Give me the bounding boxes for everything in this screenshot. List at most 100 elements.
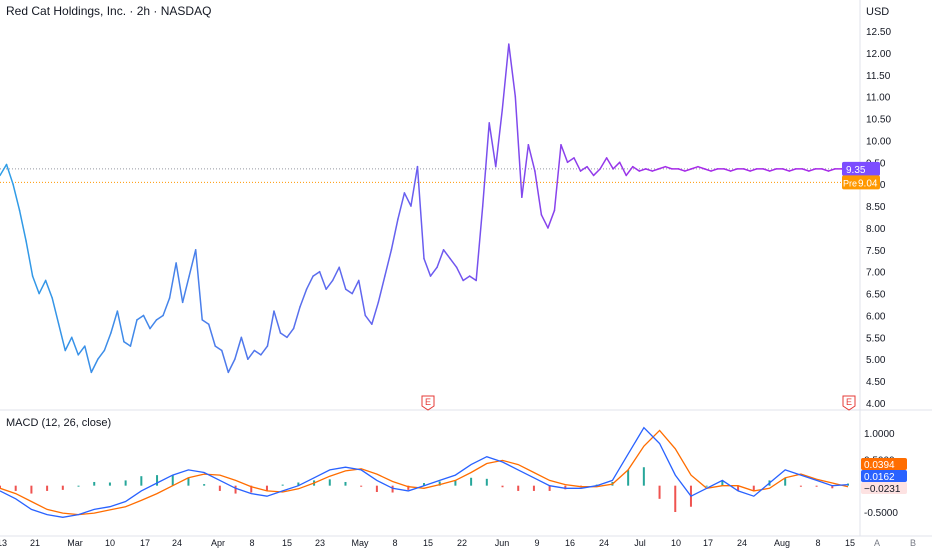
price-line-segment [782, 168, 791, 172]
last-price-tag [842, 161, 880, 176]
auto-scale-button[interactable]: A [874, 538, 880, 548]
price-line-segment [214, 345, 223, 352]
price-line-segment [827, 168, 836, 172]
macd-histogram-bar [438, 481, 441, 486]
price-line-segment [566, 157, 575, 164]
macd-histogram-bar [391, 485, 394, 493]
price-line-segment [273, 310, 282, 334]
price-line-segment [488, 122, 497, 168]
macd-histogram-bar [93, 481, 96, 486]
macd-histogram-bar [265, 485, 268, 491]
price-line-segment [410, 165, 419, 207]
price-line-segment [468, 275, 477, 282]
macd-histogram-bar [815, 485, 818, 487]
macd-line[interactable] [0, 426, 849, 518]
macd-signal-tag-text: −0.0231 [864, 484, 901, 495]
price-axis-label: 6.00 [866, 311, 886, 322]
log-scale-button[interactable]: B [910, 538, 916, 548]
price-line-segment [286, 327, 295, 339]
macd-histogram-bar [642, 467, 645, 486]
time-axis-label: 10 [671, 538, 681, 548]
time-axis-label: 22 [457, 538, 467, 548]
price-axis-label: 7.50 [866, 246, 886, 257]
price-line-segment [475, 205, 484, 282]
macd-histogram-bar [407, 485, 410, 490]
macd-lines[interactable] [0, 426, 849, 518]
price-line-segment [762, 168, 771, 172]
macd-histogram-bar [156, 475, 159, 486]
price-line-segment [116, 310, 125, 343]
price-line-segment [266, 310, 275, 347]
price-line-segment [618, 161, 627, 177]
time-axis-label: 17 [703, 538, 713, 548]
macd-histogram-bar [705, 485, 708, 487]
price-line-segment [31, 275, 40, 295]
price-line-segment [84, 345, 93, 374]
macd-histogram-bar [532, 485, 535, 491]
price-line-segment [455, 266, 464, 282]
macd-histogram-bar [171, 475, 174, 486]
price-line-segment [821, 168, 830, 172]
macd-histogram-bar [485, 478, 488, 486]
price-line-segment [631, 165, 641, 172]
macd-title[interactable]: MACD (12, 26, close) [6, 417, 111, 429]
signal-line[interactable] [0, 429, 849, 516]
price-line-segment [592, 168, 601, 177]
pre-market-value: 9.04 [858, 178, 878, 189]
price-line-segment [201, 319, 210, 325]
price-line-segment [305, 275, 314, 290]
time-axis-label: 24 [172, 538, 182, 548]
macd-histogram-bar [564, 485, 567, 490]
currency-label[interactable]: USD [866, 6, 889, 18]
price-line-segment [260, 345, 269, 356]
price-axis-label: 12.50 [866, 27, 891, 38]
macd-histogram-bar [658, 485, 661, 499]
price-line-segment [194, 249, 203, 321]
macd-histogram-bar [344, 481, 347, 486]
price-line-segment [292, 305, 301, 330]
price-line-segment [501, 43, 510, 111]
time-axis-label: 15 [423, 538, 433, 548]
price-line-segment [129, 319, 138, 347]
price-line-segment [110, 310, 119, 334]
time-axis-label: 16 [565, 538, 575, 548]
macd-histogram-bar [234, 485, 237, 494]
chart-title: Red Cat Holdings, Inc. · 2h · NASDAQ [6, 4, 211, 18]
price-line-segment [540, 214, 549, 229]
macd-histogram [0, 467, 849, 512]
price-line-segment [742, 168, 751, 172]
price-axis-label: 12.00 [866, 49, 891, 60]
macd-histogram-bar [77, 485, 80, 487]
price-line-segment [658, 165, 667, 170]
price-line-segment [371, 301, 380, 325]
price-line-series[interactable] [0, 43, 849, 374]
price-axis[interactable]: 12.5012.0011.5011.0010.5010.009.509.008.… [866, 27, 891, 410]
price-line-segment [481, 122, 490, 207]
price-line-segment [5, 163, 14, 185]
price-line-segment [279, 332, 288, 339]
time-axis-label: 24 [737, 538, 747, 548]
price-line-segment [605, 157, 614, 170]
macd-histogram-bar [30, 485, 33, 494]
price-line-segment [729, 168, 738, 172]
price-line-segment [553, 144, 562, 212]
macd-histogram-bar [328, 479, 331, 486]
price-line-segment [253, 349, 262, 356]
price-line-segment [325, 279, 334, 290]
time-axis[interactable]: 13 21 Mar 10 17 24 Apr 8 15 23 May 8 15 22 Jun 9 16 24 Jul… [0, 538, 855, 548]
earnings-marker-icon[interactable] [842, 395, 856, 411]
price-line-segment [149, 319, 158, 330]
price-line-segment [403, 192, 412, 207]
price-axis-label: 11.50 [866, 71, 891, 82]
earnings-marker-icon[interactable] [421, 395, 435, 411]
price-line-segment [710, 168, 719, 172]
price-line-segment [612, 161, 621, 170]
price-line-segment [364, 314, 373, 325]
price-line-segment [703, 168, 712, 172]
price-axis-label: 8.50 [866, 202, 886, 213]
price-line-segment [801, 168, 810, 172]
macd-histogram-bar [454, 480, 457, 486]
price-line-segment [97, 349, 106, 360]
